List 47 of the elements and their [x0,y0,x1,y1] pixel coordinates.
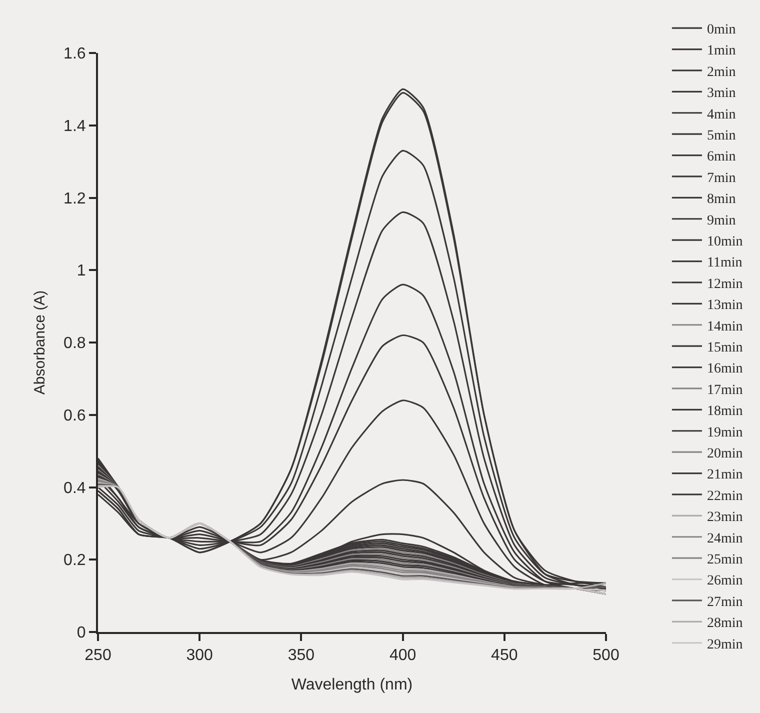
legend-label: 1min [706,44,736,59]
legend-label: 4min [706,107,736,122]
legend-label: 2min [706,64,736,80]
x-tick-label: 250 [84,647,112,664]
legend-label: 5min [706,128,736,144]
y-tick-label: 0 [76,624,86,642]
legend-label: 18min [706,404,743,420]
x-tick-label: 300 [186,647,214,664]
y-tick-label: 0.8 [64,335,86,352]
y-tick-label: 0.4 [64,480,86,497]
legend-label: 17min [706,382,743,398]
y-tick-label: 1.4 [64,118,86,135]
x-tick-label: 450 [491,647,518,664]
x-tick-label: 400 [389,647,416,664]
y-tick-label: 1.2 [64,190,86,208]
legend-label: 12min [706,276,743,292]
legend-label: 22min [706,488,743,504]
legend-label: 15min [706,340,743,356]
y-axis-title: Absorbance (A) [31,290,48,395]
x-tick-label: 350 [288,647,315,664]
legend-label: 24min [706,531,743,546]
legend-label: 25min [706,552,743,568]
y-tick-label: 0.6 [64,407,86,424]
legend-label: 23min [706,510,743,526]
y-tick-label: 0.2 [64,552,86,570]
legend-label: 8min [706,192,736,208]
legend-label: 26min [706,574,743,589]
legend-label: 29min [706,637,743,652]
legend-label: 19min [706,425,743,440]
legend-label: 14min [706,319,743,334]
legend-label: 16min [706,362,743,377]
legend-label: 11min [706,256,742,271]
legend-label: 9min [706,213,736,228]
x-tick-label: 500 [592,647,620,664]
legend-label: 28min [706,616,743,632]
legend-label: 20min [706,446,743,462]
legend-label: 10min [706,234,743,250]
legend-label: 27min [706,594,743,610]
x-axis-title: Wavelength (nm) [291,676,413,694]
y-tick-label: 1 [76,262,86,280]
legend-label: 7min [706,170,736,186]
legend-label: 0min [706,22,736,38]
legend-label: 6min [706,150,736,165]
legend-label: 3min [706,86,736,102]
legend-label: 13min [706,298,743,314]
y-tick-label: 1.6 [64,46,86,63]
legend-label: 21min [706,468,743,483]
